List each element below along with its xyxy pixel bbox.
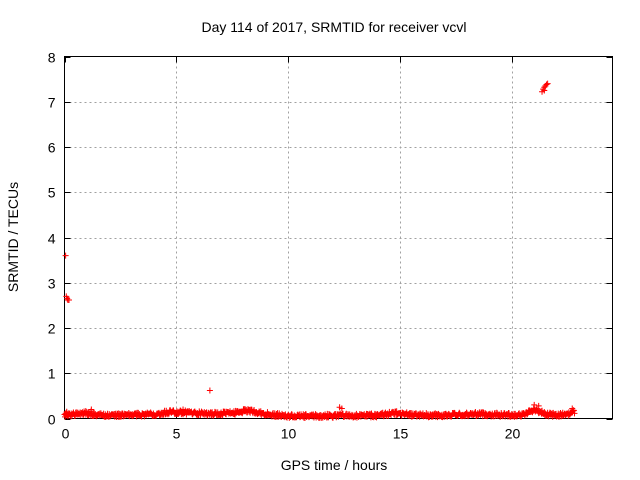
data-point — [62, 252, 69, 259]
data-point — [543, 81, 550, 88]
y-tick-label: 6 — [48, 140, 56, 156]
y-axis-label: SRMTID / TECUs — [5, 182, 21, 292]
x-tick-label: 10 — [281, 426, 297, 442]
tick-labels: 0 1 2 3 4 5 6 7 8 0 5 10 15 20 — [48, 50, 521, 442]
chart-title: Day 114 of 2017, SRMTID for receiver vcv… — [201, 19, 466, 35]
data-point — [88, 406, 95, 413]
data-point — [535, 402, 542, 409]
data-points — [61, 80, 578, 422]
data-point — [164, 411, 171, 418]
data-point — [64, 413, 71, 420]
data-point — [232, 411, 239, 418]
data-point — [531, 401, 538, 408]
y-tick-label: 2 — [48, 321, 56, 337]
data-point — [569, 405, 576, 412]
data-point — [456, 409, 463, 416]
x-axis-label: GPS time / hours — [281, 457, 388, 473]
y-tick-label: 7 — [48, 95, 56, 111]
y-tick-label: 1 — [48, 366, 56, 382]
data-point — [65, 296, 72, 303]
y-tick-label: 5 — [48, 185, 56, 201]
grid — [64, 56, 613, 419]
y-tick-label: 8 — [48, 50, 56, 66]
data-point — [338, 405, 345, 412]
data-point — [180, 406, 187, 413]
data-point — [541, 87, 548, 94]
y-tick-label: 4 — [48, 231, 56, 247]
x-tick-label: 5 — [173, 426, 181, 442]
data-point — [571, 410, 578, 417]
data-point — [544, 80, 551, 87]
x-tick-label: 0 — [62, 426, 70, 442]
x-tick-label: 15 — [393, 426, 409, 442]
data-point — [63, 408, 70, 415]
y-tick-label: 0 — [48, 412, 56, 428]
y-tick-label: 3 — [48, 276, 56, 292]
x-tick-label: 20 — [505, 426, 521, 442]
data-point — [206, 387, 213, 394]
